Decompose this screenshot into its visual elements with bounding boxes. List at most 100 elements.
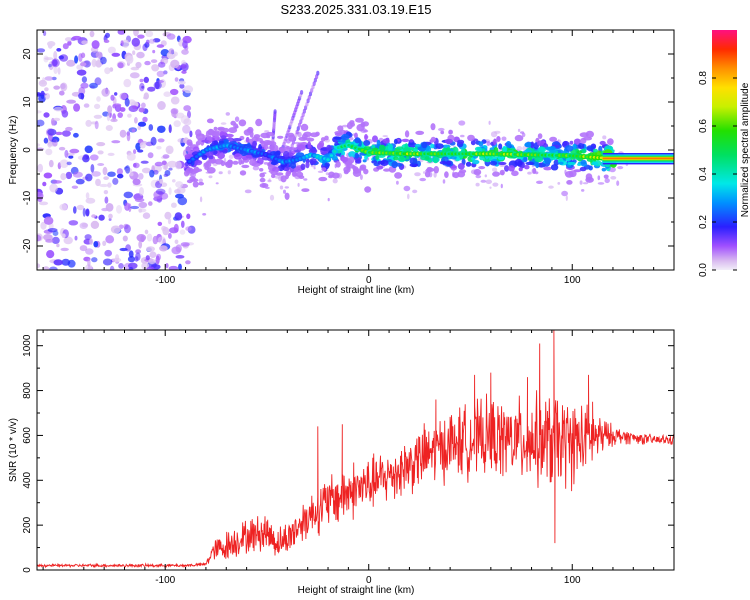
ridge-blob bbox=[297, 144, 306, 151]
noise-blob bbox=[174, 77, 179, 82]
faint-blob bbox=[488, 120, 491, 125]
noise-blob bbox=[37, 163, 43, 173]
noise-blob bbox=[105, 32, 110, 39]
ridge-blob bbox=[203, 161, 212, 168]
noise-blob bbox=[165, 145, 174, 155]
noise-blob bbox=[172, 179, 176, 183]
faint-blob bbox=[342, 124, 349, 128]
noise-blob bbox=[139, 78, 144, 83]
faint-blob bbox=[396, 180, 399, 185]
noise-blob bbox=[107, 171, 116, 177]
y-tick-label: 10 bbox=[22, 96, 33, 108]
noise-blob bbox=[69, 148, 80, 154]
ridge-blob bbox=[578, 142, 585, 150]
noise-blob bbox=[152, 235, 158, 245]
ridge-blob bbox=[421, 141, 428, 149]
noise-blob bbox=[96, 142, 106, 147]
ridge-blob bbox=[388, 156, 394, 160]
noise-blob bbox=[105, 203, 114, 212]
noise-blob bbox=[182, 40, 188, 49]
noise-blob bbox=[116, 168, 123, 175]
colorbar-tick-label: 0.8 bbox=[698, 71, 709, 85]
ridge-blob bbox=[545, 146, 551, 150]
noise-blob bbox=[137, 34, 145, 39]
noise-blob bbox=[153, 169, 159, 175]
ridge-blob bbox=[452, 172, 460, 179]
noise-blob bbox=[102, 166, 108, 176]
ridge-peak bbox=[326, 158, 330, 161]
noise-blob bbox=[118, 263, 124, 269]
noise-blob bbox=[47, 128, 57, 136]
ridge-blob bbox=[430, 143, 435, 149]
ridge-blob bbox=[538, 146, 546, 153]
ridge-blob bbox=[470, 140, 476, 146]
ridge-blob bbox=[309, 158, 317, 165]
noise-blob bbox=[147, 152, 154, 159]
ridge-blob bbox=[227, 162, 233, 168]
noise-blob bbox=[148, 124, 154, 131]
ridge-blob bbox=[350, 122, 355, 127]
noise-blob bbox=[179, 229, 186, 235]
ridge-peak bbox=[191, 157, 195, 161]
noise-blob bbox=[168, 232, 172, 239]
noise-blob bbox=[150, 136, 157, 146]
ridge-blob bbox=[275, 172, 284, 176]
noise-blob bbox=[80, 82, 89, 89]
noise-blob bbox=[139, 142, 146, 149]
noise-blob bbox=[61, 258, 71, 266]
ridge-blob bbox=[354, 132, 358, 139]
noise-blob bbox=[135, 249, 142, 254]
noise-blob bbox=[110, 118, 118, 123]
faint-blob bbox=[228, 154, 234, 159]
colorbar: 0.0 0.2 0.4 0.6 0.8 Normalized spectral ampl… bbox=[698, 30, 750, 277]
noise-blob bbox=[183, 105, 192, 112]
noise-blob bbox=[110, 225, 121, 234]
noise-blob bbox=[162, 154, 170, 159]
noise-blob bbox=[139, 82, 145, 92]
noise-blob bbox=[58, 55, 64, 60]
noise-blob bbox=[91, 58, 97, 68]
noise-blob bbox=[51, 76, 57, 81]
noise-blob bbox=[157, 125, 166, 133]
ridge-blob bbox=[379, 144, 386, 151]
ridge-blob bbox=[505, 141, 512, 148]
ridge-peak bbox=[195, 155, 199, 158]
ridge-blob bbox=[252, 140, 257, 147]
noise-blob bbox=[153, 81, 162, 90]
ridge-blob bbox=[326, 144, 332, 151]
noise-blob bbox=[162, 226, 170, 236]
noise-blob bbox=[37, 143, 41, 147]
ridge-blob bbox=[579, 166, 587, 172]
ridge-blob bbox=[391, 161, 398, 169]
noise-blob bbox=[130, 205, 140, 210]
y-tick-label: -20 bbox=[22, 238, 33, 253]
faint-blob bbox=[215, 182, 219, 185]
ridge-blob bbox=[426, 166, 433, 171]
noise-blob bbox=[157, 236, 166, 244]
ridge-blob bbox=[508, 165, 515, 172]
noise-blob bbox=[126, 55, 134, 64]
ridge-blob bbox=[306, 137, 315, 142]
noise-blob bbox=[44, 76, 54, 81]
ridge-blob bbox=[496, 136, 501, 142]
faint-blob bbox=[557, 182, 561, 185]
noise-blob bbox=[102, 258, 113, 266]
ridge-blob bbox=[294, 168, 299, 173]
faint-blob bbox=[500, 183, 503, 189]
noise-blob bbox=[170, 108, 179, 115]
noise-blob bbox=[146, 246, 155, 252]
ridge-blob bbox=[201, 139, 210, 143]
ridge-blob bbox=[218, 127, 224, 131]
ridge-blob bbox=[435, 143, 444, 150]
ridge-blob bbox=[534, 156, 544, 163]
noise-blob bbox=[136, 234, 147, 242]
x-tick-label: 100 bbox=[564, 275, 581, 286]
noise-blob bbox=[126, 132, 131, 142]
noise-blob bbox=[175, 181, 184, 188]
ridge-blob bbox=[603, 174, 609, 179]
noise-blob bbox=[43, 112, 50, 118]
ridge-blob bbox=[238, 119, 247, 127]
ridge-blob bbox=[549, 136, 557, 142]
faint-blob bbox=[442, 179, 446, 184]
noise-blob bbox=[142, 116, 148, 123]
